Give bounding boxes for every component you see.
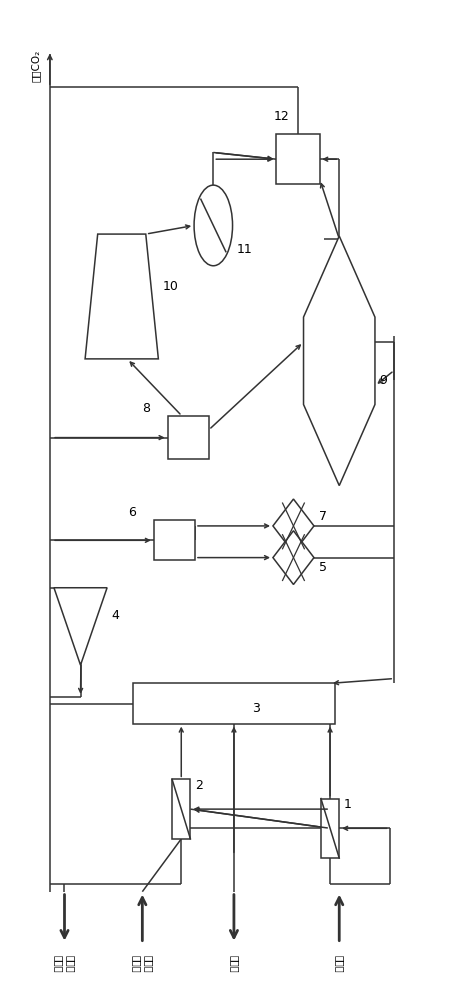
Text: 净化气: 净化气 — [228, 955, 238, 973]
Text: 3: 3 — [252, 702, 259, 715]
Polygon shape — [303, 236, 374, 486]
Text: 7: 7 — [318, 510, 326, 523]
Bar — [172, 779, 190, 839]
Text: 1: 1 — [343, 798, 351, 811]
Bar — [133, 683, 334, 724]
Text: 8: 8 — [142, 402, 150, 415]
Polygon shape — [272, 531, 313, 584]
Text: 5: 5 — [318, 561, 326, 574]
Polygon shape — [272, 499, 313, 553]
Text: 6: 6 — [129, 506, 136, 519]
Bar — [167, 416, 208, 459]
Text: 9: 9 — [379, 373, 387, 386]
Polygon shape — [85, 234, 158, 359]
Text: 2: 2 — [195, 779, 202, 792]
Text: 11: 11 — [237, 243, 252, 256]
Text: 4: 4 — [111, 609, 119, 622]
Polygon shape — [54, 588, 107, 665]
Text: 原料气: 原料气 — [334, 955, 344, 973]
Text: 10: 10 — [163, 280, 178, 293]
Bar — [153, 520, 195, 560]
Bar — [276, 134, 319, 184]
Text: 12: 12 — [273, 110, 289, 123]
Text: 去储罐
吸收剂: 去储罐 吸收剂 — [54, 955, 75, 973]
Bar — [320, 799, 338, 858]
Text: 自储罐
吸收剂: 自储罐 吸收剂 — [131, 955, 153, 973]
Circle shape — [194, 185, 232, 266]
Text: 回收CO₂: 回收CO₂ — [31, 50, 41, 82]
